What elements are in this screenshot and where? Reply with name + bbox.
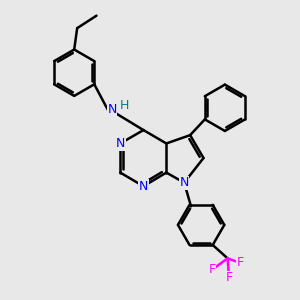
Text: N: N (116, 137, 125, 150)
Text: N: N (179, 176, 189, 189)
Text: N: N (107, 103, 117, 116)
Text: N: N (139, 180, 148, 193)
Text: F: F (236, 256, 244, 269)
Text: H: H (120, 99, 129, 112)
Text: F: F (208, 263, 216, 276)
Text: F: F (226, 271, 232, 284)
